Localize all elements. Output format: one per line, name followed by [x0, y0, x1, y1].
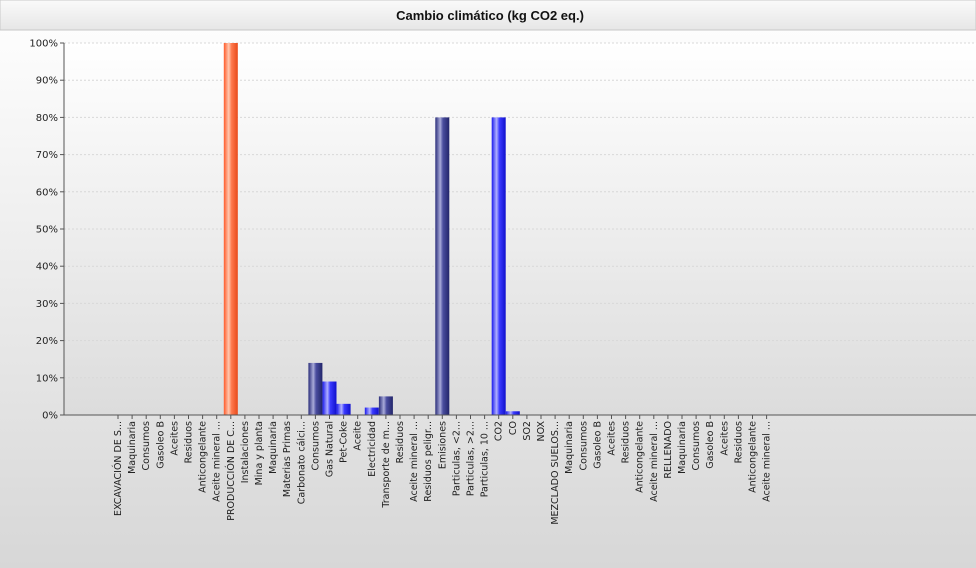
grid-lines — [64, 42, 976, 379]
x-tick-label: Instalaciones — [240, 421, 251, 483]
x-tick-label: NOX — [536, 421, 547, 442]
x-tick-label: MEZCLADO SUELOS... — [550, 421, 561, 525]
bar — [336, 403, 351, 415]
y-tick-label: 80% — [36, 113, 58, 124]
x-tick-label: Gasoleo B — [592, 421, 603, 469]
y-tick-label: 30% — [36, 299, 58, 310]
x-tick-label: CO — [508, 421, 519, 435]
bar — [308, 362, 323, 415]
x-tick-label: Gasoleo B — [155, 421, 166, 469]
bar — [491, 117, 506, 416]
x-tick-label: Anticongelante — [635, 421, 646, 493]
bar — [322, 381, 337, 415]
y-tick-label: 100% — [29, 39, 58, 50]
x-tick-label: PRODUCCIÓN DE C... — [225, 421, 237, 521]
bar — [435, 117, 450, 416]
x-tick-label: Aceite — [353, 421, 364, 451]
x-tick-label: Aceite mineral ... — [212, 421, 223, 502]
x-tick-label: Gas Natural — [325, 421, 336, 477]
x-tick-label: RELLENADO — [663, 421, 674, 479]
x-tick-label: Residuos — [621, 421, 632, 463]
x-tick-label: Consumos — [310, 421, 321, 471]
x-tick-label: Pet-Coke — [339, 421, 350, 463]
x-axis-ticks: EXCAVACIÓN DE S... Maquinaria Consumos Gaso… — [112, 415, 773, 525]
y-axis-ticks: 0% 10% 20% 30% 40% 50% 60% 70% 80% 90% 100% — [29, 39, 64, 422]
x-tick-label: Electricidad — [367, 421, 378, 477]
x-tick-label: Aceite mineral ... — [762, 421, 773, 502]
x-tick-label: Aceite mineral ... — [649, 421, 660, 502]
y-tick-label: 50% — [36, 225, 58, 236]
x-tick-label: Residuos peligr... — [423, 421, 434, 502]
title-bar — [0, 0, 976, 31]
x-tick-label: Residuos — [733, 421, 744, 463]
x-tick-label: EXCAVACIÓN DE S... — [112, 421, 124, 516]
bars — [223, 43, 520, 416]
bar — [223, 43, 238, 415]
x-tick-label: Residuos — [184, 421, 195, 463]
x-tick-label: SO2 — [522, 421, 533, 441]
y-tick-label: 0% — [42, 411, 58, 422]
y-tick-label: 60% — [36, 187, 58, 198]
y-tick-label: 90% — [36, 76, 58, 87]
x-tick-label: Gasoleo B — [705, 421, 716, 469]
x-tick-label: Emisiones — [437, 421, 448, 469]
x-tick-label: Maquinaria — [127, 421, 138, 474]
y-tick-label: 20% — [36, 336, 58, 347]
x-tick-label: Aceites — [169, 421, 180, 456]
x-tick-label: Carbonato cálci... — [296, 421, 307, 504]
x-tick-label: Particulas, >2... — [466, 421, 477, 496]
x-tick-label: Consumos — [141, 421, 152, 471]
bar — [364, 407, 379, 415]
x-tick-label: Aceite mineral ... — [409, 421, 420, 502]
x-tick-label: Maquinaria — [677, 421, 688, 474]
chart-title: Cambio climático (kg CO2 eq.) — [396, 8, 584, 23]
x-tick-label: Mina y planta — [254, 421, 265, 485]
x-tick-label: CO2 — [494, 421, 505, 441]
x-tick-label: Residuos — [395, 421, 406, 463]
x-tick-label: Particulas, 10 ... — [480, 421, 491, 497]
y-tick-label: 40% — [36, 262, 58, 273]
x-tick-label: Aceites — [719, 421, 730, 456]
x-tick-label: Materias Primas — [282, 421, 293, 497]
x-tick-label: Anticongelante — [748, 421, 759, 493]
y-tick-label: 10% — [36, 373, 58, 384]
x-tick-label: Particulas, <2... — [451, 421, 462, 496]
bar — [505, 411, 520, 415]
x-tick-label: Consumos — [691, 421, 702, 471]
x-tick-label: Aceites — [607, 421, 618, 456]
x-tick-label: Maquinaria — [268, 421, 279, 474]
y-tick-label: 70% — [36, 150, 58, 161]
x-tick-label: Transporte de m... — [381, 421, 392, 509]
x-tick-label: Maquinaria — [564, 421, 575, 474]
x-tick-label: Anticongelante — [198, 421, 209, 493]
x-tick-label: Consumos — [578, 421, 589, 471]
bar — [378, 396, 393, 415]
